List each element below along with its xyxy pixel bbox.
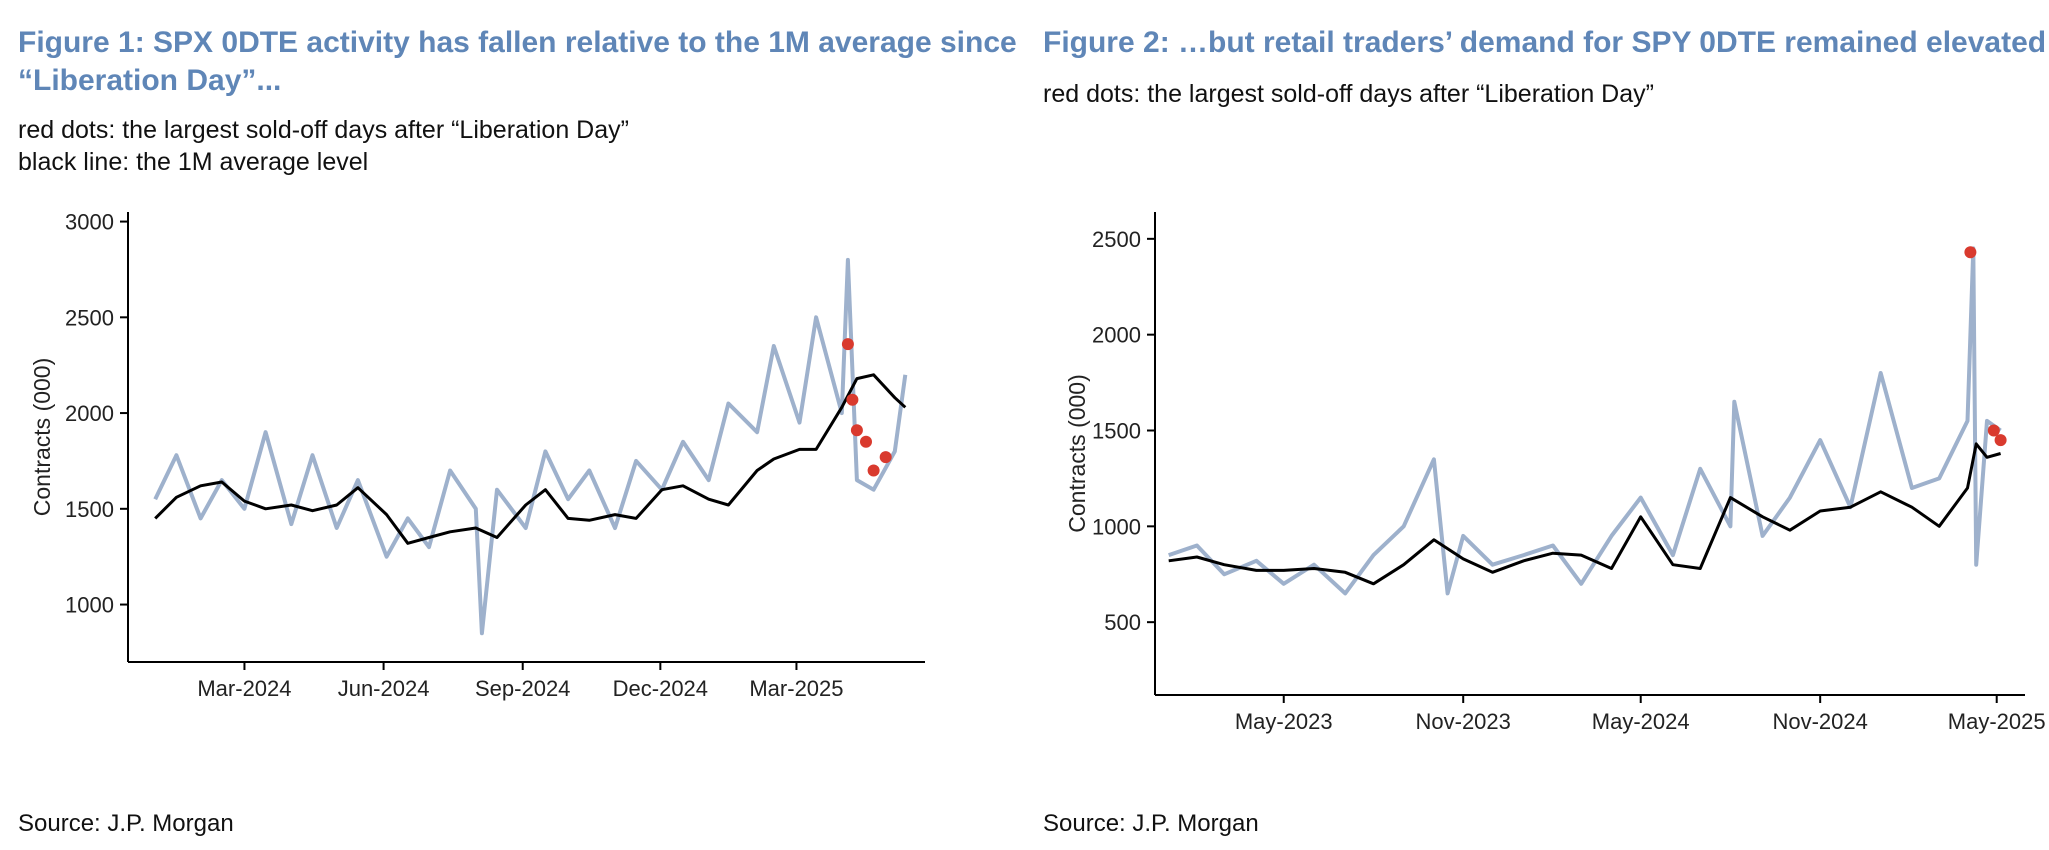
fig1-x-tick-label: Mar-2024 (197, 676, 291, 701)
fig1-y-tick-label: 3000 (65, 210, 114, 235)
fig1-sell-off-dot (846, 393, 859, 406)
fig1-y-axis-title: Contracts (000) (29, 358, 55, 517)
figure-2-source: Source: J.P. Morgan (1043, 810, 1259, 837)
figure-1-panel: Figure 1: SPX 0DTE activity has fallen r… (18, 26, 1017, 837)
figure-1-note-black-line: black line: the 1M average level (18, 148, 369, 176)
fig1-sell-off-dot (850, 424, 863, 437)
fig2-sell-off-dot (1964, 246, 1977, 259)
fig1-x-tick-label: Jun-2024 (338, 676, 430, 701)
figure-1-chart: 1000 1500 2000 2500 3000 Mar-2024 Jun-2024 Sep-… (29, 210, 925, 701)
figure-1-source: Source: J.P. Morgan (18, 810, 234, 837)
fig2-y-tick-label: 1000 (1092, 514, 1141, 539)
fig1-y-tick-label: 1000 (65, 593, 114, 618)
fig2-x-tick-label: May-2024 (1592, 709, 1690, 734)
figure-1-title: Figure 1: SPX 0DTE activity has fallen r… (18, 26, 1017, 97)
fig2-daily-series-line (1168, 246, 2002, 596)
figure-2-panel: Figure 2: …but retail traders’ demand fo… (1025, 0, 2049, 850)
fig2-y-tick-label: 2000 (1092, 323, 1141, 348)
fig1-x-tick-label: Mar-2025 (749, 676, 843, 701)
figure-2-note-red-dots: red dots: the largest sold-off days afte… (1043, 80, 1654, 108)
fig2-x-tick-label: Nov-2023 (1416, 709, 1511, 734)
fig1-y-tick-label: 2000 (65, 401, 114, 426)
fig1-y-tick-label: 2500 (65, 305, 114, 330)
fig1-sell-off-dot (841, 338, 854, 351)
fig2-sell-off-dot (1994, 434, 2007, 447)
fig2-sell-off-dot (1987, 424, 2000, 437)
fig2-y-tick-label: 500 (1104, 610, 1141, 635)
fig2-average-series-line (1168, 442, 2002, 586)
fig1-sell-off-dot (860, 435, 872, 448)
fig2-x-tick-label: May-2023 (1235, 709, 1333, 734)
fig1-daily-series-line (153, 257, 908, 636)
fig1-average-series-line (154, 373, 907, 545)
fig1-x-tick-label: Sep-2024 (475, 676, 570, 701)
fig2-x-tick-label: May-2025 (1948, 709, 2046, 734)
fig1-sell-off-dot (867, 464, 880, 477)
fig1-x-tick-label: Dec-2024 (613, 676, 708, 701)
figure-2-chart: 500 1000 1500 2000 2500 May-2023 Nov-2023 May-2… (1064, 212, 2046, 734)
figure-2-title: Figure 2: …but retail traders’ demand fo… (1043, 26, 2047, 59)
fig2-y-axis-title: Contracts (000) (1064, 374, 1090, 533)
fig1-sell-off-dot (879, 451, 892, 464)
fig2-y-tick-label: 2500 (1092, 227, 1141, 252)
fig1-y-tick-label: 1500 (65, 497, 114, 522)
figure-1-note-red-dots: red dots: the largest sold-off days afte… (18, 116, 629, 144)
fig2-x-tick-label: Nov-2024 (1772, 709, 1867, 734)
fig2-y-tick-label: 1500 (1092, 419, 1141, 444)
